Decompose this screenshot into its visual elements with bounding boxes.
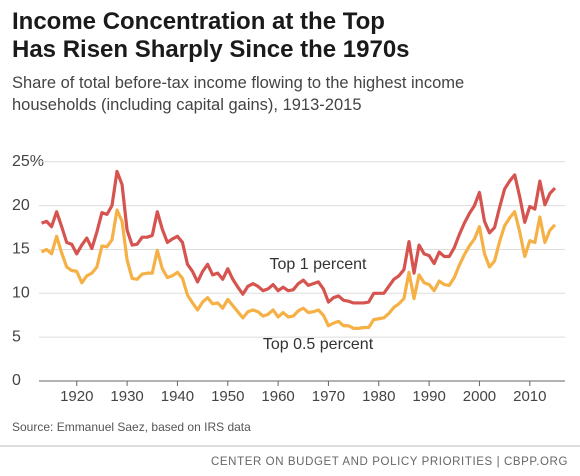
series-line xyxy=(40,169,557,305)
y-tick-label: 20 xyxy=(12,197,30,214)
x-tick-label: 1970 xyxy=(312,388,345,405)
x-tick-label: 1960 xyxy=(261,388,294,405)
x-tick-label: 2000 xyxy=(463,388,496,405)
x-tick-label: 1950 xyxy=(211,388,244,405)
x-tick-label: 1990 xyxy=(412,388,445,405)
y-tick-label: 25% xyxy=(12,153,44,170)
x-tick-label: 1980 xyxy=(362,388,395,405)
source: Source: Emmanuel Saez, based on IRS data xyxy=(12,420,251,434)
x-tick-label: 1920 xyxy=(60,388,93,405)
chart-title: Income Concentration at the Top Has Rise… xyxy=(12,8,410,63)
chart-subtitle: Share of total before-tax income flowing… xyxy=(12,74,465,114)
y-tick-label: 0 xyxy=(12,372,21,389)
y-tick-label: 10 xyxy=(12,285,30,302)
footer: CENTER ON BUDGET AND POLICY PRIORITIES |… xyxy=(211,456,568,468)
x-tick-label: 1940 xyxy=(161,388,194,405)
x-tick-label: 1930 xyxy=(110,388,143,405)
series-label: Top 1 percent xyxy=(270,256,368,273)
series-line xyxy=(40,208,557,330)
series-label: Top 0.5 percent xyxy=(263,336,374,353)
x-tick-label: 2010 xyxy=(513,388,546,405)
y-tick-label: 5 xyxy=(12,328,21,345)
y-tick-label: 15 xyxy=(12,241,30,258)
